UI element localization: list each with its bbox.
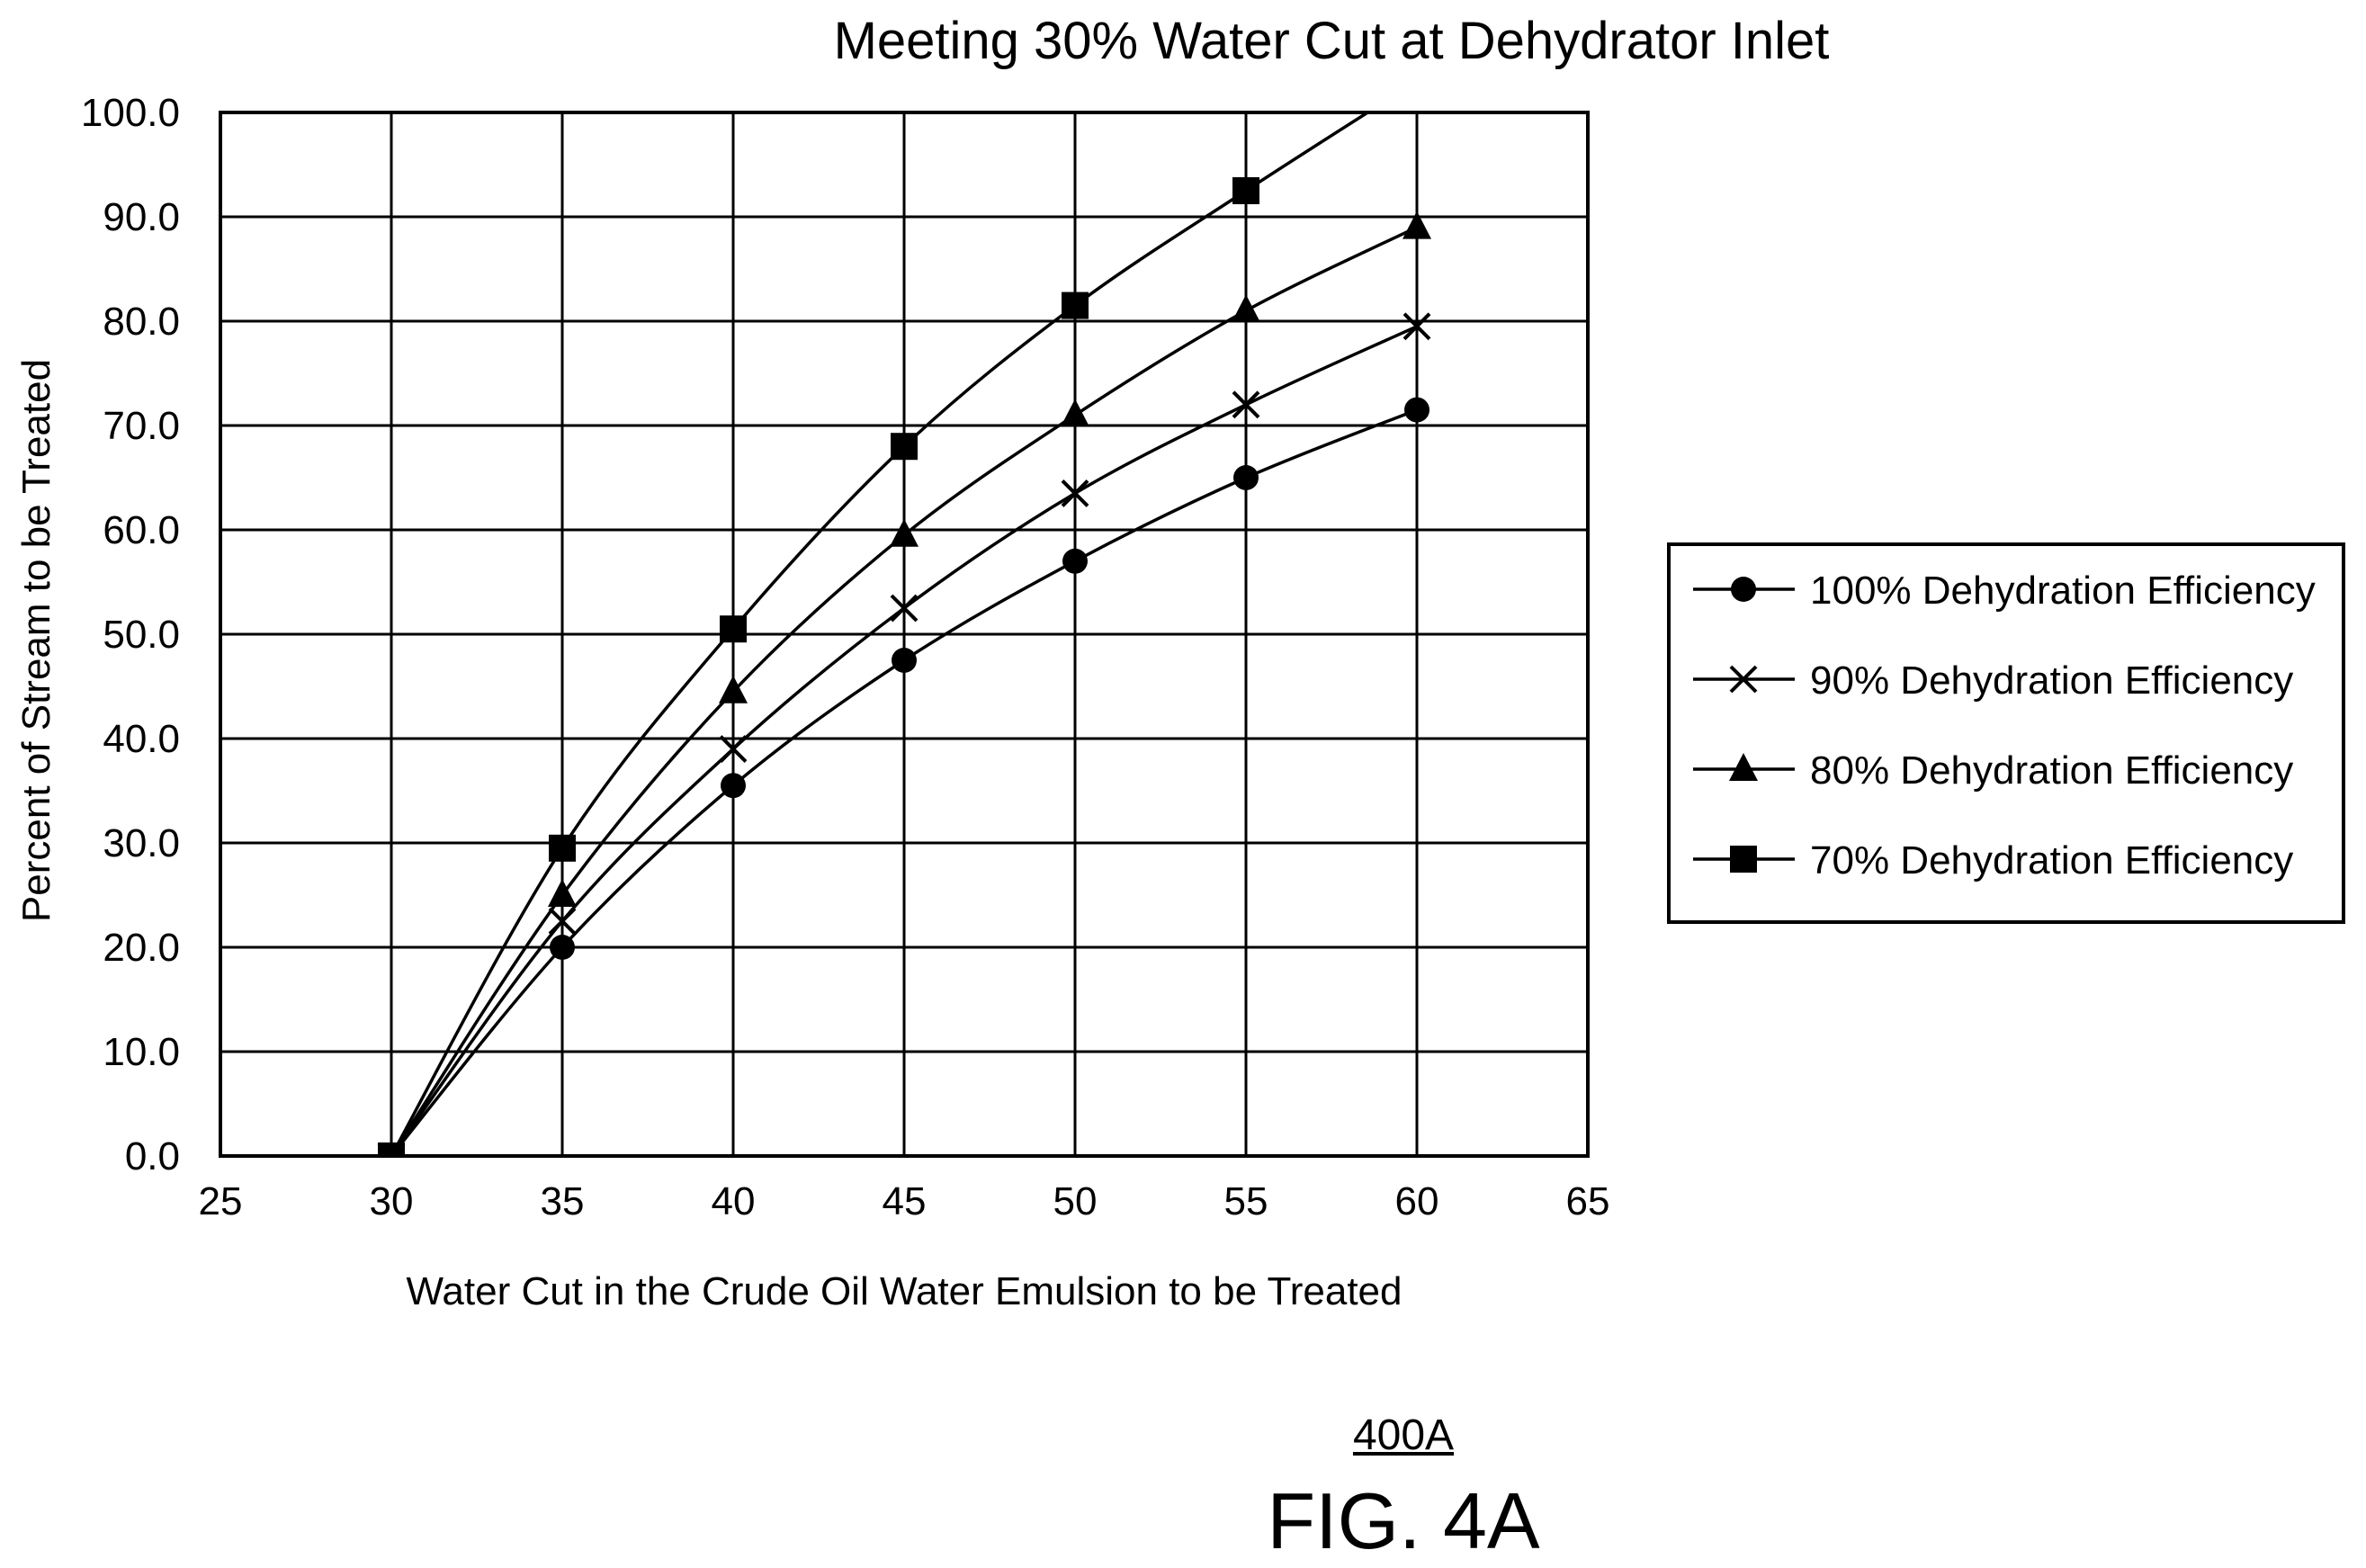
legend-label: 100% Dehydration Efficiency	[1810, 569, 2316, 613]
chart-title: Meeting 30% Water Cut at Dehydrator Inle…	[834, 12, 1830, 70]
legend-item: 90% Dehydration Efficiency	[1693, 659, 2293, 703]
y-tick-label: 40.0	[103, 717, 180, 761]
square-marker	[549, 834, 576, 862]
y-tick-label: 70.0	[103, 404, 180, 448]
series-x	[377, 312, 1431, 1156]
x-marker	[890, 594, 919, 623]
square-marker	[1232, 177, 1259, 204]
x-tick-label: 45	[883, 1179, 927, 1223]
x-tick-label: 35	[541, 1179, 585, 1223]
circle-marker	[721, 773, 746, 799]
y-tick-label: 20.0	[103, 926, 180, 970]
triangle-marker	[1232, 294, 1260, 323]
triangle-marker	[1061, 399, 1089, 427]
x-axis-label: Water Cut in the Crude Oil Water Emulsio…	[407, 1269, 1403, 1313]
x-marker	[719, 735, 748, 764]
x-tick-label: 30	[370, 1179, 414, 1223]
legend-item: 70% Dehydration Efficiency	[1693, 838, 2293, 883]
y-tick-label: 10.0	[103, 1030, 180, 1074]
square-marker	[891, 433, 918, 461]
square-marker	[1730, 846, 1757, 873]
y-axis-ticks: 0.0 10.0 20.0 30.0 40.0 50.0 60.0 70.0 80.0 90.0 1…	[81, 91, 180, 1178]
x-marker	[1232, 390, 1260, 419]
x-tick-label: 25	[199, 1179, 243, 1223]
circle-marker	[892, 648, 917, 673]
series-square	[378, 112, 1371, 1156]
x-tick-label: 40	[712, 1179, 756, 1223]
x-marker	[1403, 312, 1431, 341]
circle-marker	[1062, 548, 1088, 574]
x-tick-label: 55	[1224, 1179, 1268, 1223]
square-marker	[378, 1142, 405, 1156]
x-marker	[548, 907, 577, 936]
legend-label: 80% Dehydration Efficiency	[1810, 748, 2293, 793]
legend-item: 80% Dehydration Efficiency	[1693, 748, 2293, 793]
x-marker	[1061, 479, 1089, 507]
square-marker	[1062, 291, 1089, 319]
y-axis-label: Percent of Stream to be Treated	[14, 359, 58, 922]
x-axis-ticks: 25 30 35 40 45 50 55 60 65	[199, 1179, 1610, 1223]
y-tick-label: 0.0	[125, 1134, 180, 1178]
y-tick-label: 100.0	[81, 91, 180, 135]
legend-label: 70% Dehydration Efficiency	[1810, 838, 2293, 883]
legend: 100% Dehydration Efficiency 90% Dehydrati…	[1667, 542, 2345, 924]
circle-marker	[550, 935, 575, 960]
circle-marker	[1233, 465, 1259, 490]
legend-item: 100% Dehydration Efficiency	[1693, 569, 2316, 613]
figure-reference: 400A	[1352, 1411, 1455, 1459]
x-marker	[1729, 665, 1758, 694]
y-tick-label: 60.0	[103, 508, 180, 552]
triangle-marker	[890, 518, 919, 547]
x-tick-label: 60	[1395, 1179, 1439, 1223]
square-marker	[720, 615, 747, 643]
circle-marker	[1731, 577, 1756, 602]
y-tick-label: 50.0	[103, 613, 180, 657]
plot-frame	[219, 111, 1590, 1158]
triangle-marker	[719, 675, 748, 703]
legend-label: 90% Dehydration Efficiency	[1810, 659, 2293, 703]
grid	[219, 111, 1590, 1158]
triangle-marker	[1729, 753, 1758, 781]
triangle-marker	[548, 879, 577, 907]
figure-label: FIG. 4A	[1267, 1476, 1540, 1565]
y-tick-label: 80.0	[103, 300, 180, 344]
circle-marker	[1404, 397, 1429, 423]
y-tick-label: 30.0	[103, 821, 180, 865]
series-layer	[377, 112, 1431, 1156]
x-tick-label: 50	[1053, 1179, 1098, 1223]
triangle-marker	[1403, 211, 1431, 239]
x-tick-label: 65	[1566, 1179, 1610, 1223]
y-tick-label: 90.0	[103, 195, 180, 239]
